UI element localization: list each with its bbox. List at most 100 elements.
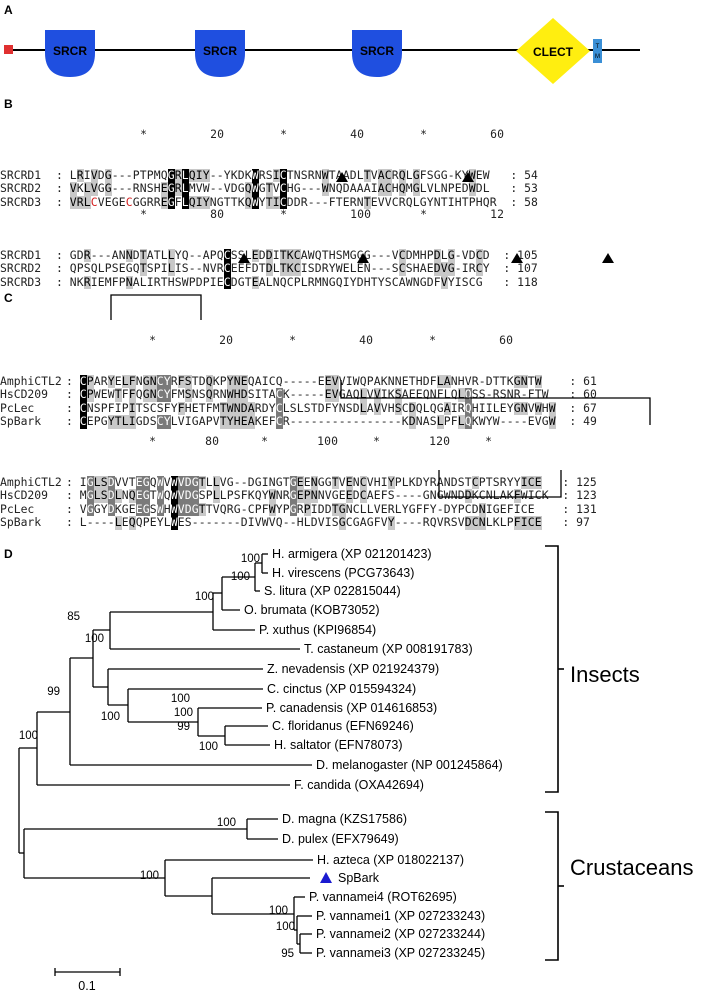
sequence-name: SRCRD3 <box>0 274 42 289</box>
bootstrap-value: 85 <box>67 611 80 623</box>
separator: : <box>56 181 70 195</box>
sequence-end-position: : 54 <box>496 167 538 182</box>
bootstrap-value: 99 <box>47 686 60 698</box>
bootstrap-value: 99 <box>177 721 190 733</box>
svg-text:M: M <box>595 54 600 60</box>
taxon-label: Z. nevadensis (XP 021924379) <box>267 662 439 676</box>
separator: : <box>66 515 80 529</box>
taxon-label: D. magna (KZS17586) <box>282 812 407 826</box>
panel-label-a: A <box>4 3 13 17</box>
sequence-name: SpBark <box>0 515 42 529</box>
sequence-name: SRCRD3 <box>0 194 42 209</box>
taxon-label: H. virescens (PCG73643) <box>272 566 414 580</box>
alignment-row: AmphiCTL2: IGLSDVVTEGQWVWVDGTLLVG--DGING… <box>0 474 708 489</box>
separator: : <box>66 373 80 388</box>
bootstrap-value: 100 <box>217 817 236 829</box>
alignment-ruler: * 20 * 40 * 60 <box>149 333 513 347</box>
sequence-name: SRCRD2 <box>0 261 42 275</box>
signal-peptide <box>4 45 13 54</box>
taxon-label: O. brumata (KOB73052) <box>244 603 379 617</box>
panel-label-d: D <box>4 547 13 561</box>
taxon-label: H. armigera (XP 021201423) <box>272 547 432 561</box>
sequence-end-position: : 131 <box>548 501 597 516</box>
sequence-name: SpBark <box>0 414 42 428</box>
separator: : <box>56 247 70 262</box>
srcr-label: SRCR <box>203 44 237 58</box>
crustaceans-bracket <box>545 811 559 961</box>
alignment-row: SRCRD3: NKRIEMFPNALIRTHSWPDPIECDGTEALNQC… <box>0 274 708 289</box>
sequence-name: AmphiCTL2 <box>0 474 62 489</box>
sequence: QPSQLPSEGQTSPILIS--NVRCEEFDTDLTKCISDRYWE… <box>69 261 490 276</box>
alignment-row: AmphiCTL2: CPARYELFNGNCYRFSTDQKPYNEQAICQ… <box>0 373 708 388</box>
sequence: NKRIEMFPNALIRTHSWPDPIECDGTEALNQCPLRMNGQI… <box>69 274 483 289</box>
separator: : <box>56 274 70 289</box>
separator: : <box>66 488 80 502</box>
separator: : <box>66 414 80 428</box>
alignment-c-block2: * 80 * 100 * 120 * AmphiCTL2: IGLSDVVTEG… <box>0 408 708 543</box>
bootstrap-value: 100 <box>269 905 288 917</box>
taxon-label: T. castaneum (XP 008191783) <box>304 642 473 656</box>
bootstrap-value: 100 <box>276 921 295 933</box>
phylogenetic-tree: 100 100 100 85 100 100 100 99 100 100 99 100 100 100 1… <box>18 545 694 991</box>
taxon-label: D. pulex (EFX79649) <box>282 832 399 846</box>
sequence-name: PcLec <box>0 400 35 415</box>
alignment-b-block2: * 80 * 100 * 12 SRCRD1: GDR---ANNDTATLLY… <box>0 181 708 303</box>
alignment-ruler: * 80 * 100 * 120 * <box>149 434 492 448</box>
taxon-label: C. floridanus (EFN69246) <box>272 719 414 733</box>
sequence-end-position: : 105 <box>489 247 538 262</box>
bootstrap-value: 100 <box>19 730 38 742</box>
sequence-name: SRCRD1 <box>0 167 42 182</box>
sequence-name: AmphiCTL2 <box>0 373 62 388</box>
bootstrap-value: 100 <box>171 693 190 705</box>
sequence: MGLSDLNQEGTWQWVDGSPLLPSFKQYWNRGEPNNVGEED… <box>79 488 549 503</box>
taxon-label: P. vannamei2 (XP 027233244) <box>316 927 485 941</box>
separator: : <box>66 474 80 489</box>
taxon-label: P. vannamei3 (XP 027233245) <box>316 946 485 960</box>
taxon-label: C. cinctus (XP 015594324) <box>267 682 416 696</box>
sequence: LRIVDG---PTPMQGRLQIY--YKDKWRSICTNSRNWTAA… <box>69 167 490 182</box>
taxon-label: P. vannamei1 (XP 027233243) <box>316 909 485 923</box>
sequence: CPWEWTFFQGNCYFMSNSQRNWHDSITACK-----EVGAQ… <box>79 387 549 402</box>
sequence: GDR---ANNDTATLLYQ--APQCSSLEDDITKCAWQTHSM… <box>69 247 490 262</box>
taxon-label: H. saltator (EFN78073) <box>274 738 403 752</box>
srcr-label: SRCR <box>360 44 394 58</box>
separator: : <box>66 400 80 415</box>
sequence: IGLSDVVTEGQWVWVDGTLLVG--DGINGTGEENGGTVEN… <box>79 474 542 489</box>
srcr-domain-3: SRCR <box>352 30 402 77</box>
insects-label: Insects <box>570 662 640 687</box>
sequence-end-position: : 67 <box>555 400 597 415</box>
separator: : <box>56 194 70 209</box>
sequence: VGGYDKGEEGSWHWVDGTTVQRG-CPFWYPGRPIDDTGNC… <box>79 501 535 516</box>
sequence-end-position: : 107 <box>489 261 538 275</box>
panel-label-b: B <box>4 97 13 111</box>
sequence-name: HsCD209 <box>0 387 49 401</box>
alignment-row: HsCD209: CPWEWTFFQGNCYFMSNSQRNWHDSITACK-… <box>0 387 708 402</box>
bootstrap-value: 100 <box>101 711 120 723</box>
insects-bracket <box>545 545 559 793</box>
sequence: CPARYELFNGNCYRFSTDQKPYNEQAICQ-----EEVVIW… <box>79 373 542 388</box>
sequence-end-position: : 125 <box>548 474 597 489</box>
crustaceans-label: Crustaceans <box>570 855 694 880</box>
sequence-end-position: : 97 <box>548 515 590 529</box>
bootstrap-value: 100 <box>195 591 214 603</box>
sequence-name: PcLec <box>0 501 35 516</box>
highlight-triangle-icon <box>320 872 332 883</box>
sequence-name: SRCRD1 <box>0 247 42 262</box>
srcr-label: SRCR <box>53 44 87 58</box>
taxon-label: P. xuthus (KPI96854) <box>259 623 376 637</box>
bootstrap-value: 100 <box>140 870 159 882</box>
alignment-row: SRCRD1: GDR---ANNDTATLLYQ--APQCSSLEDDITK… <box>0 247 708 262</box>
alignment-ruler: * 20 * 40 * 60 <box>140 127 504 141</box>
taxon-label: H. azteca (XP 018022137) <box>317 853 464 867</box>
svg-text:T: T <box>596 44 600 50</box>
separator: : <box>66 387 80 401</box>
srcr-domain-1: SRCR <box>45 30 95 77</box>
sequence-end-position: : 53 <box>496 181 538 195</box>
cysteine-markers <box>238 172 614 263</box>
alignment-ruler: * 80 * 100 * 12 <box>140 207 504 221</box>
alignment-row: PcLec: CNSPFIPITSCSFYFHETFMTWNDARDYCLSLS… <box>0 400 708 415</box>
bootstrap-value: 95 <box>281 948 294 960</box>
clect-label: CLECT <box>533 45 574 59</box>
sequence-end-position: : 49 <box>555 414 597 428</box>
sequence: CNSPFIPITSCSFYFHETFMTWNDARDYCLSLSTDFYNSD… <box>79 400 556 415</box>
